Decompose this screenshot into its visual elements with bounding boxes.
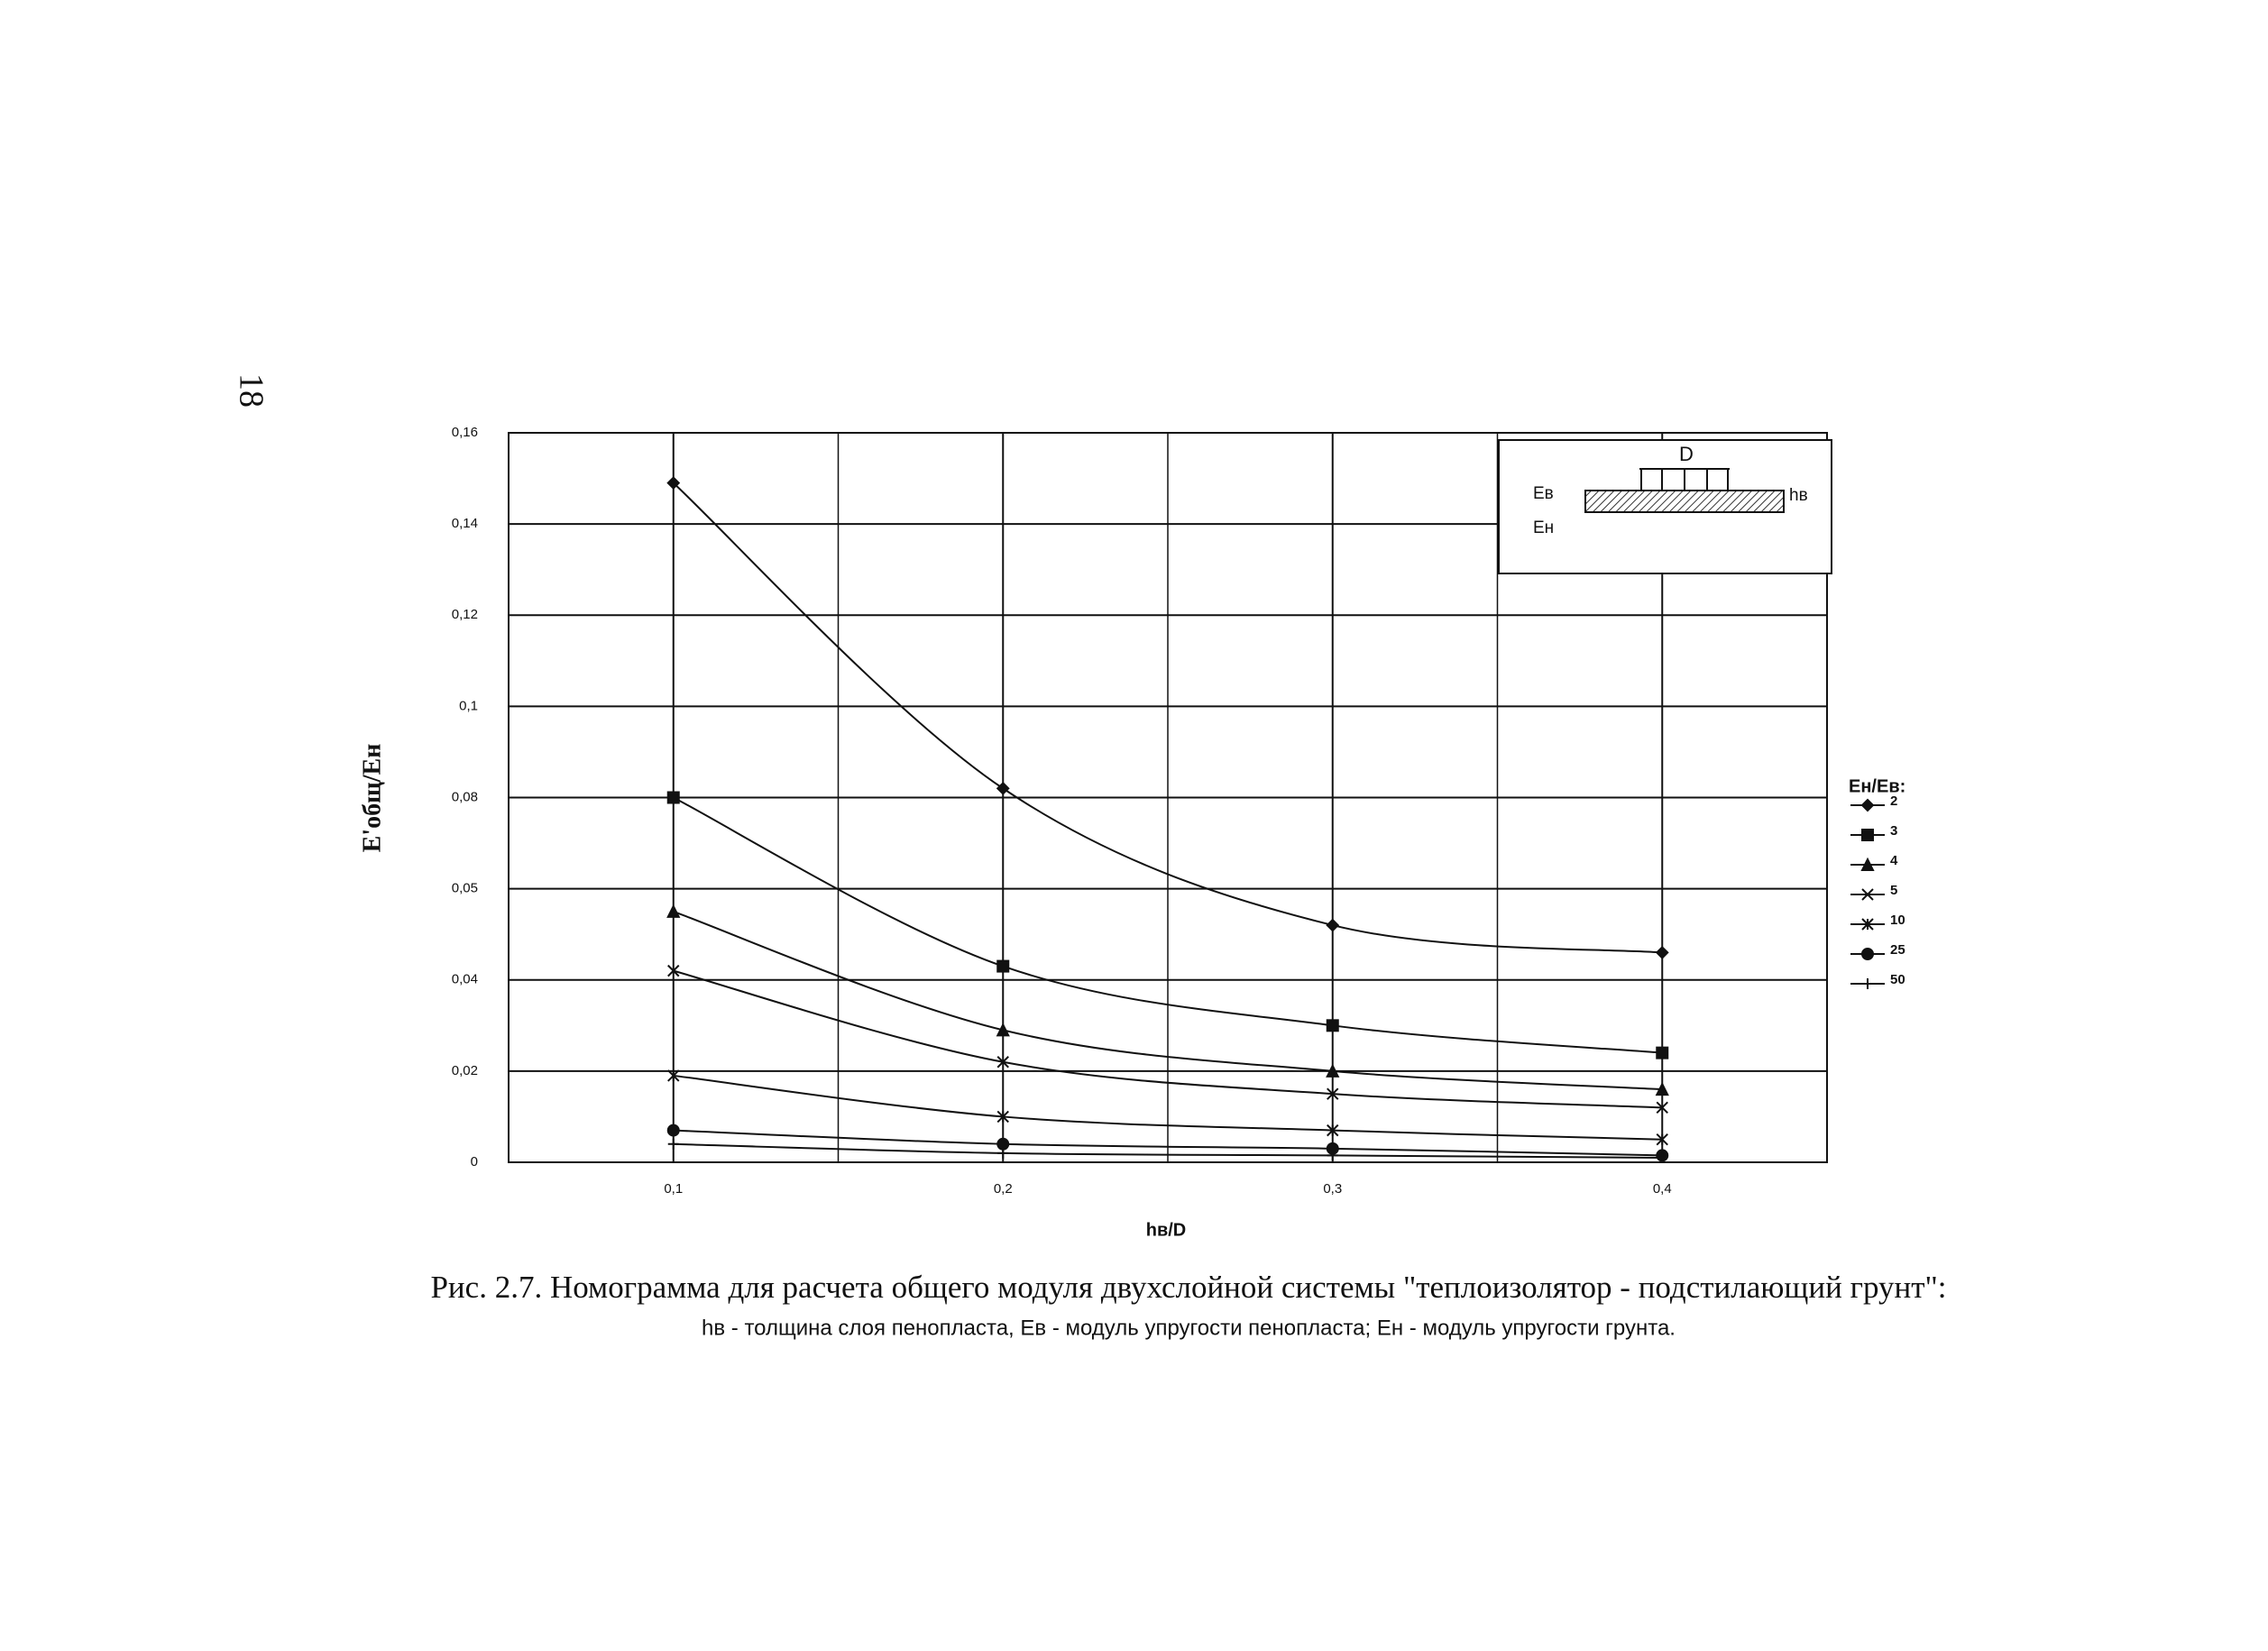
marker [1327, 1087, 1339, 1100]
x-tick-label: 0,3 [1323, 1181, 1342, 1197]
legend-item: 5 [1850, 883, 1897, 901]
marker [666, 476, 681, 491]
load-arrows [1640, 469, 1729, 490]
y-tick-label: 0,05 [452, 881, 478, 896]
legend-item: 50 [1850, 972, 1905, 989]
marker [666, 791, 680, 804]
marker [666, 903, 681, 918]
y-tick-label: 0 [471, 1154, 478, 1169]
marker [1326, 1019, 1339, 1032]
marker [1327, 1150, 1338, 1161]
legend-item: 4 [1850, 853, 1898, 871]
legend-item: 25 [1850, 942, 1905, 960]
marker [1655, 1081, 1669, 1096]
legend-item: 10 [1850, 913, 1905, 931]
marker [1327, 1124, 1339, 1137]
marker [1862, 978, 1873, 989]
series-line [673, 482, 1663, 954]
marker [1861, 918, 1874, 931]
marker [996, 1056, 1009, 1069]
x-tick-label: 0,2 [994, 1181, 1013, 1197]
page-number: 18 [232, 373, 270, 408]
marker [666, 1124, 680, 1137]
marker [1860, 857, 1875, 871]
inset-ev: Ев [1533, 484, 1554, 503]
marker [1861, 888, 1874, 901]
series-line [673, 969, 1663, 1109]
inset-en: Ен [1533, 518, 1554, 537]
legend-label: 2 [1890, 793, 1897, 809]
subcaption: hв - толщина слоя пенопласта, Ев - модул… [702, 1316, 1676, 1340]
y-tick-label: 0,08 [452, 789, 478, 804]
legend-label: 50 [1890, 972, 1905, 987]
marker [996, 1023, 1010, 1037]
marker [996, 959, 1010, 973]
legend-item: 3 [1850, 823, 1897, 841]
legend-label: 4 [1890, 853, 1898, 868]
inset-hv: hв [1789, 486, 1808, 505]
legend-label: 5 [1890, 883, 1897, 898]
legend-label: 25 [1890, 942, 1905, 958]
y-tick-label: 0,14 [452, 516, 478, 531]
legend-label: 10 [1890, 913, 1905, 928]
x-tick-label: 0,1 [664, 1181, 683, 1197]
marker [1326, 1063, 1340, 1078]
y-tick-label: 0,04 [452, 972, 478, 987]
y-tick-label: 0,1 [459, 698, 478, 713]
marker [667, 1138, 679, 1150]
marker [1861, 948, 1874, 960]
series-line [673, 1074, 1663, 1141]
marker [667, 964, 680, 977]
foam-layer [1584, 490, 1785, 513]
y-axis-label: E'общ/Ен [358, 744, 386, 853]
series-line [673, 910, 1663, 1091]
marker [1326, 918, 1340, 932]
legend-label: 3 [1890, 823, 1897, 839]
marker [1655, 945, 1669, 959]
series-line [673, 1142, 1663, 1159]
marker [997, 1147, 1009, 1159]
series-line [673, 1129, 1663, 1157]
x-axis-label: hв/D [1146, 1220, 1187, 1240]
marker [1656, 1133, 1668, 1146]
y-tick-label: 0,12 [452, 607, 478, 622]
y-tick-label: 0,02 [452, 1063, 478, 1078]
marker [1656, 1046, 1669, 1059]
y-tick-label: 0,16 [452, 425, 478, 440]
marker [667, 1069, 680, 1082]
inset-d: D [1679, 443, 1694, 465]
marker [996, 781, 1010, 795]
caption: Рис. 2.7. Номограмма для расчета общего … [430, 1270, 1946, 1305]
marker [1861, 829, 1874, 841]
inset-diagram: D Ев Ен hв [1498, 439, 1832, 574]
marker [1657, 1151, 1668, 1163]
marker [1860, 798, 1875, 812]
marker [996, 1110, 1009, 1124]
legend-item: 2 [1850, 793, 1897, 812]
marker [1656, 1101, 1668, 1114]
x-tick-label: 0,4 [1653, 1181, 1672, 1197]
series-line [673, 796, 1663, 1054]
legend-title: Ен/Ев: [1849, 776, 1905, 796]
